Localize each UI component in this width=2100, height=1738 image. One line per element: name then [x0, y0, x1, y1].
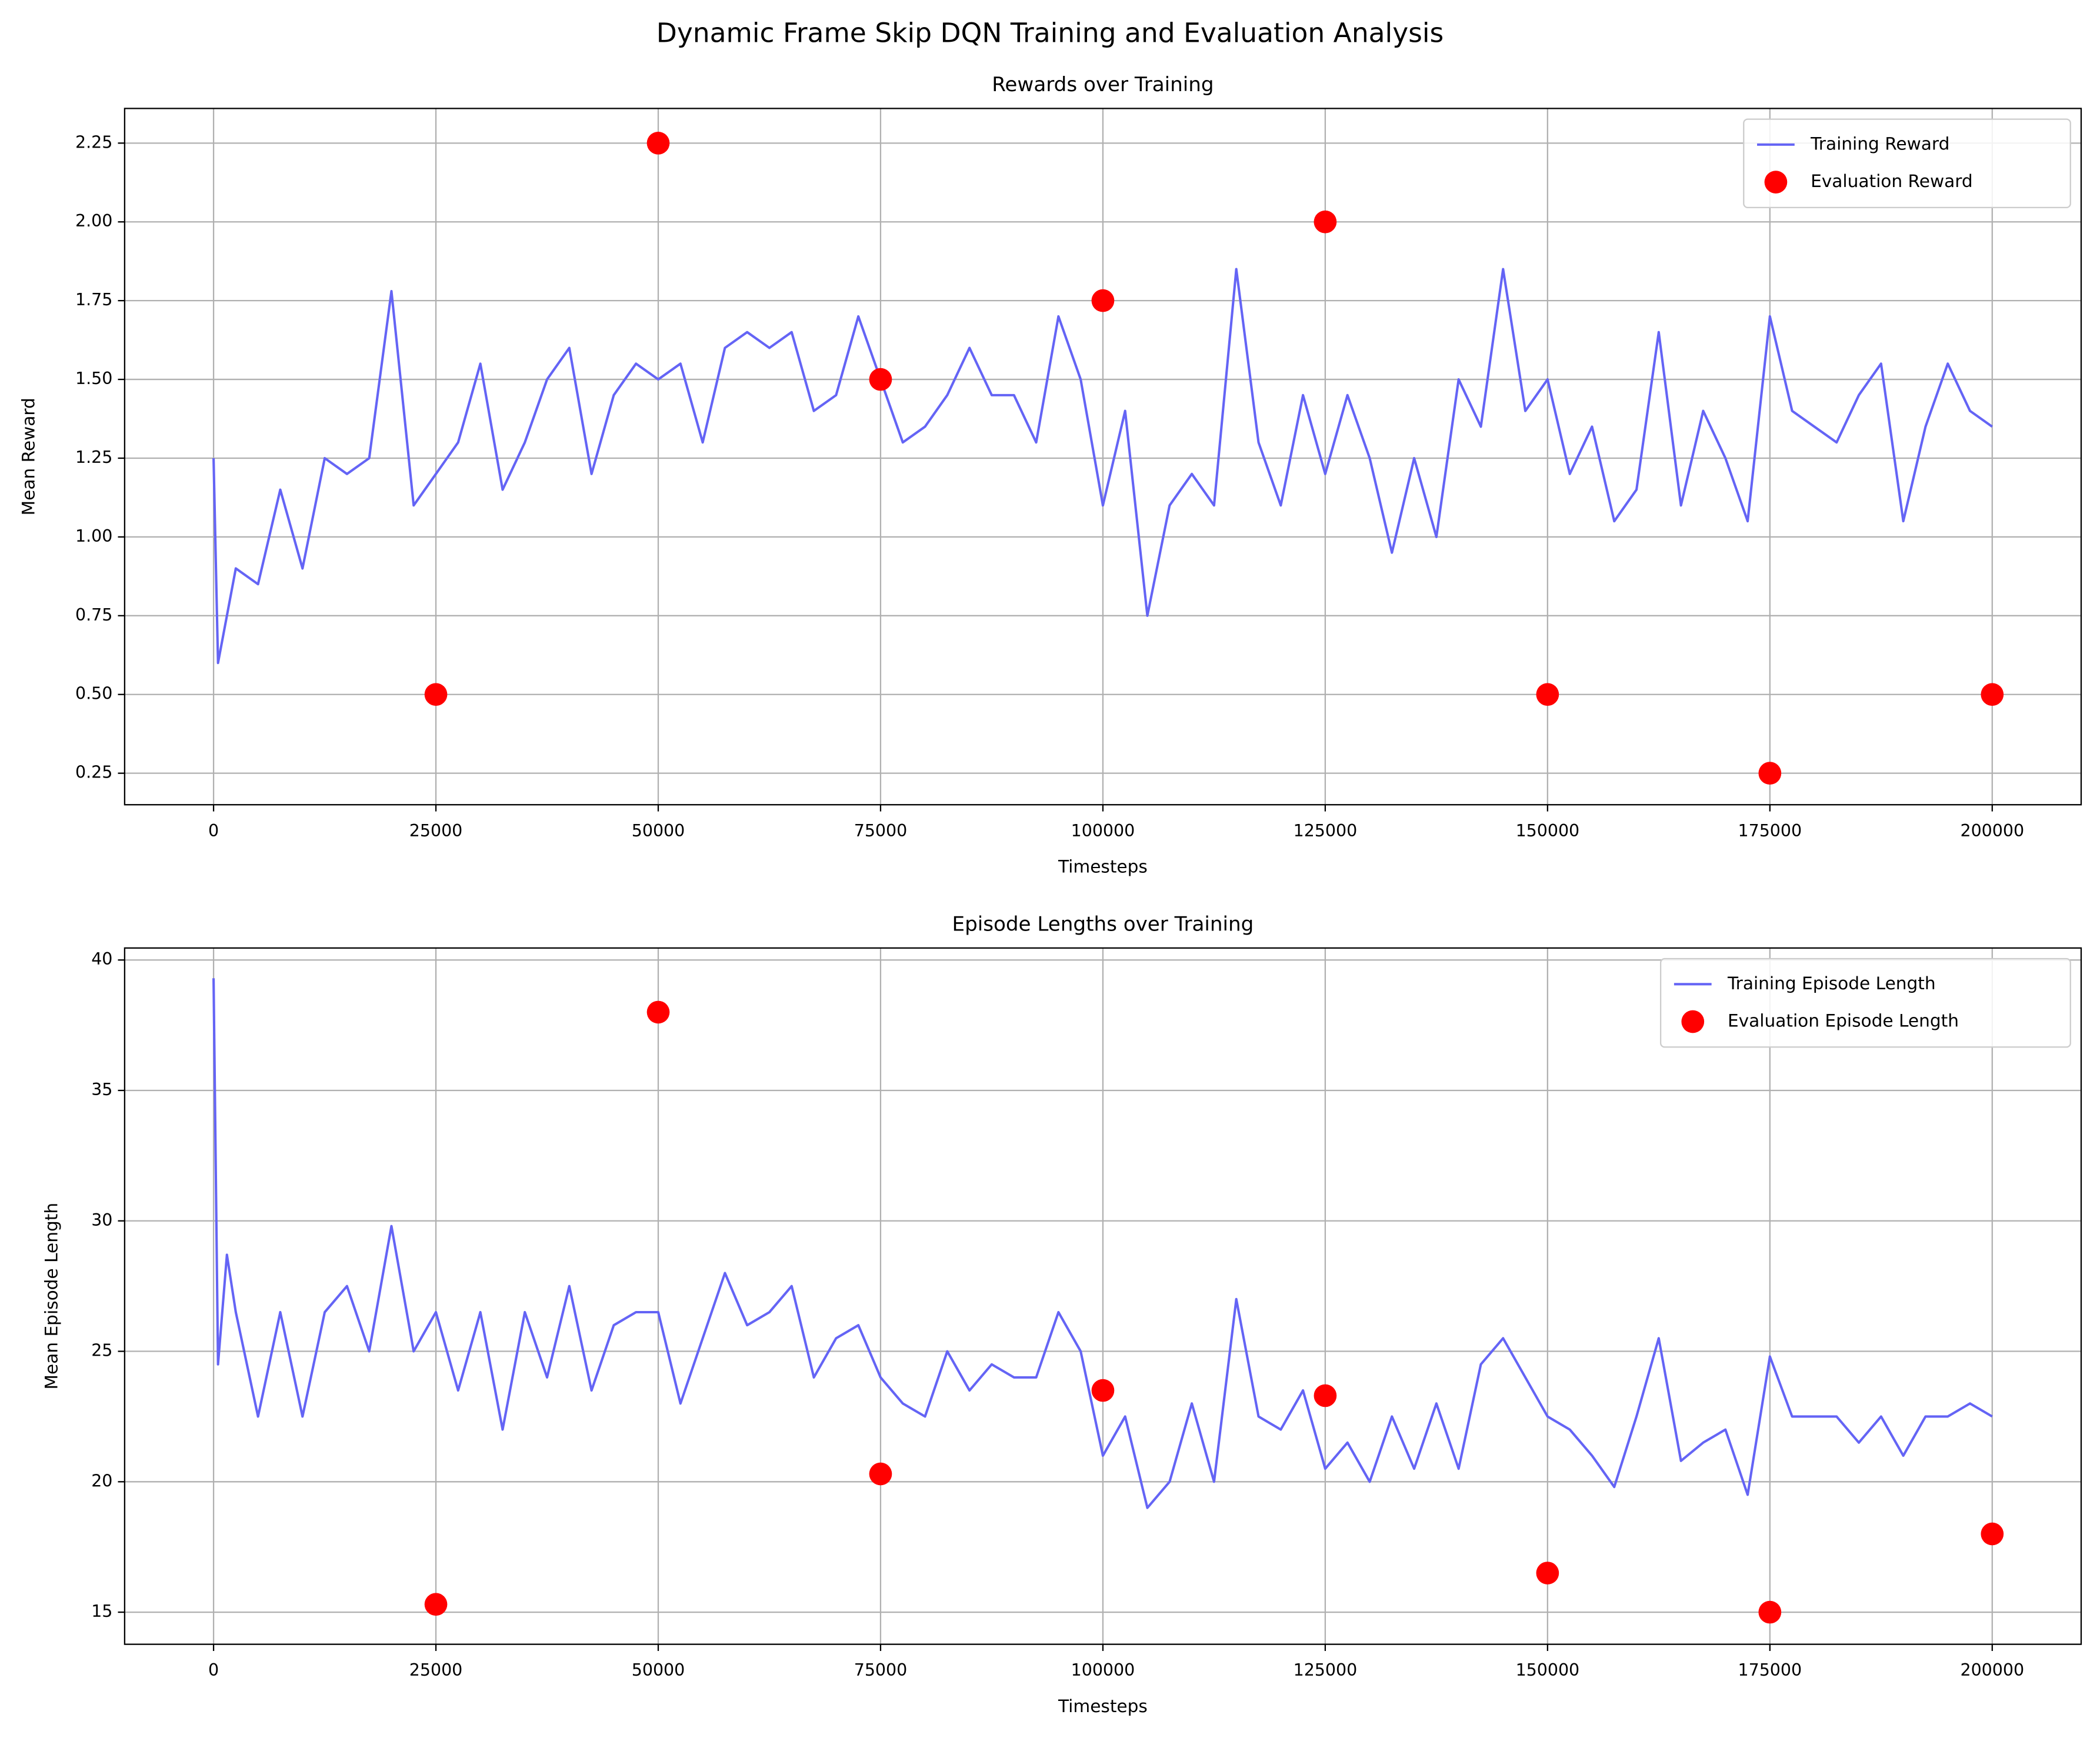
- evaluation-point: [1536, 1562, 1559, 1584]
- axes-frame: [124, 947, 2082, 1645]
- x-tick-label: 125000: [1294, 821, 1358, 840]
- x-axis-label: Timesteps: [1058, 1696, 1148, 1716]
- x-tick-label: 125000: [1294, 1660, 1358, 1680]
- legend-box: [1743, 118, 2071, 209]
- x-tick-label: 0: [208, 1660, 219, 1680]
- y-axis-label: Mean Episode Length: [41, 1203, 61, 1390]
- evaluation-point: [1091, 1379, 1115, 1402]
- axes-frame: [124, 108, 2082, 806]
- y-tick-label: 1.75: [75, 290, 112, 309]
- legend-label: Training Reward: [1810, 134, 1949, 154]
- legend-box: [1659, 958, 2071, 1048]
- evaluation-point: [424, 683, 448, 706]
- y-tick-label: 35: [91, 1080, 112, 1099]
- x-tick-label: 200000: [1960, 821, 2024, 840]
- x-tick-label: 175000: [1738, 1660, 1802, 1680]
- evaluation-point: [646, 131, 670, 155]
- figure-title: Dynamic Frame Skip DQN Training and Eval…: [656, 18, 1444, 49]
- evaluation-point: [1758, 762, 1782, 785]
- subplot-title: Episode Lengths over Training: [952, 913, 1254, 936]
- x-tick-label: 100000: [1071, 821, 1135, 840]
- y-tick-label: 15: [91, 1602, 112, 1621]
- evaluation-point: [646, 1000, 670, 1024]
- x-tick-label: 75000: [854, 1660, 907, 1680]
- y-tick-label: 1.00: [75, 526, 112, 546]
- x-tick-label: 25000: [409, 821, 462, 840]
- y-tick-label: 2.25: [75, 132, 112, 152]
- evaluation-point: [869, 1462, 892, 1486]
- legend-label: Training Episode Length: [1727, 973, 1936, 993]
- x-tick-label: 175000: [1738, 821, 1802, 840]
- x-tick-label: 100000: [1071, 1660, 1135, 1680]
- y-tick-label: 1.50: [75, 369, 112, 388]
- subplot: Rewards over Training Timesteps Mean Rewar…: [19, 73, 2082, 877]
- legend-label: Evaluation Reward: [1811, 171, 1973, 191]
- evaluation-point: [1758, 1600, 1782, 1624]
- x-tick-label: 25000: [409, 1660, 462, 1680]
- legend-swatch: [1681, 1010, 1705, 1033]
- evaluation-point: [1314, 1384, 1337, 1407]
- y-tick-label: 40: [91, 949, 112, 969]
- evaluation-point: [1091, 289, 1115, 312]
- x-tick-label: 50000: [632, 821, 685, 840]
- y-tick-label: 20: [91, 1471, 112, 1490]
- evaluation-point: [1536, 683, 1559, 706]
- x-tick-label: 150000: [1516, 1660, 1580, 1680]
- evaluation-point: [1314, 210, 1337, 233]
- legend-swatch: [1764, 171, 1788, 194]
- training-line: [212, 268, 1993, 665]
- x-tick-label: 200000: [1960, 1660, 2024, 1680]
- training-line: [212, 978, 1993, 1509]
- y-tick-label: 0.50: [75, 684, 112, 703]
- legend-label: Evaluation Episode Length: [1728, 1011, 1959, 1031]
- legend: Training Episode Length Evaluation Episod…: [1659, 958, 2071, 1048]
- x-axis-label: Timesteps: [1058, 857, 1148, 877]
- y-tick-label: 0.25: [75, 763, 112, 782]
- evaluation-point: [424, 1593, 448, 1616]
- y-tick-label: 2.00: [75, 211, 112, 231]
- legend: Training Reward Evaluation Reward: [1743, 118, 2071, 209]
- x-tick-label: 50000: [632, 1660, 685, 1680]
- y-tick-label: 25: [91, 1341, 112, 1360]
- subplot-title: Rewards over Training: [992, 73, 1214, 96]
- y-tick-label: 0.75: [75, 605, 112, 625]
- y-tick-label: 1.25: [75, 448, 112, 467]
- x-tick-label: 0: [208, 821, 219, 840]
- subplot: Episode Lengths over Training Timesteps Me…: [41, 913, 2082, 1716]
- x-tick-label: 75000: [854, 821, 907, 840]
- evaluation-point: [1981, 683, 2004, 706]
- x-tick-label: 150000: [1516, 821, 1580, 840]
- y-axis-label: Mean Reward: [19, 398, 39, 515]
- evaluation-point: [1981, 1522, 2004, 1546]
- evaluation-point: [869, 368, 892, 391]
- y-tick-label: 30: [91, 1210, 112, 1230]
